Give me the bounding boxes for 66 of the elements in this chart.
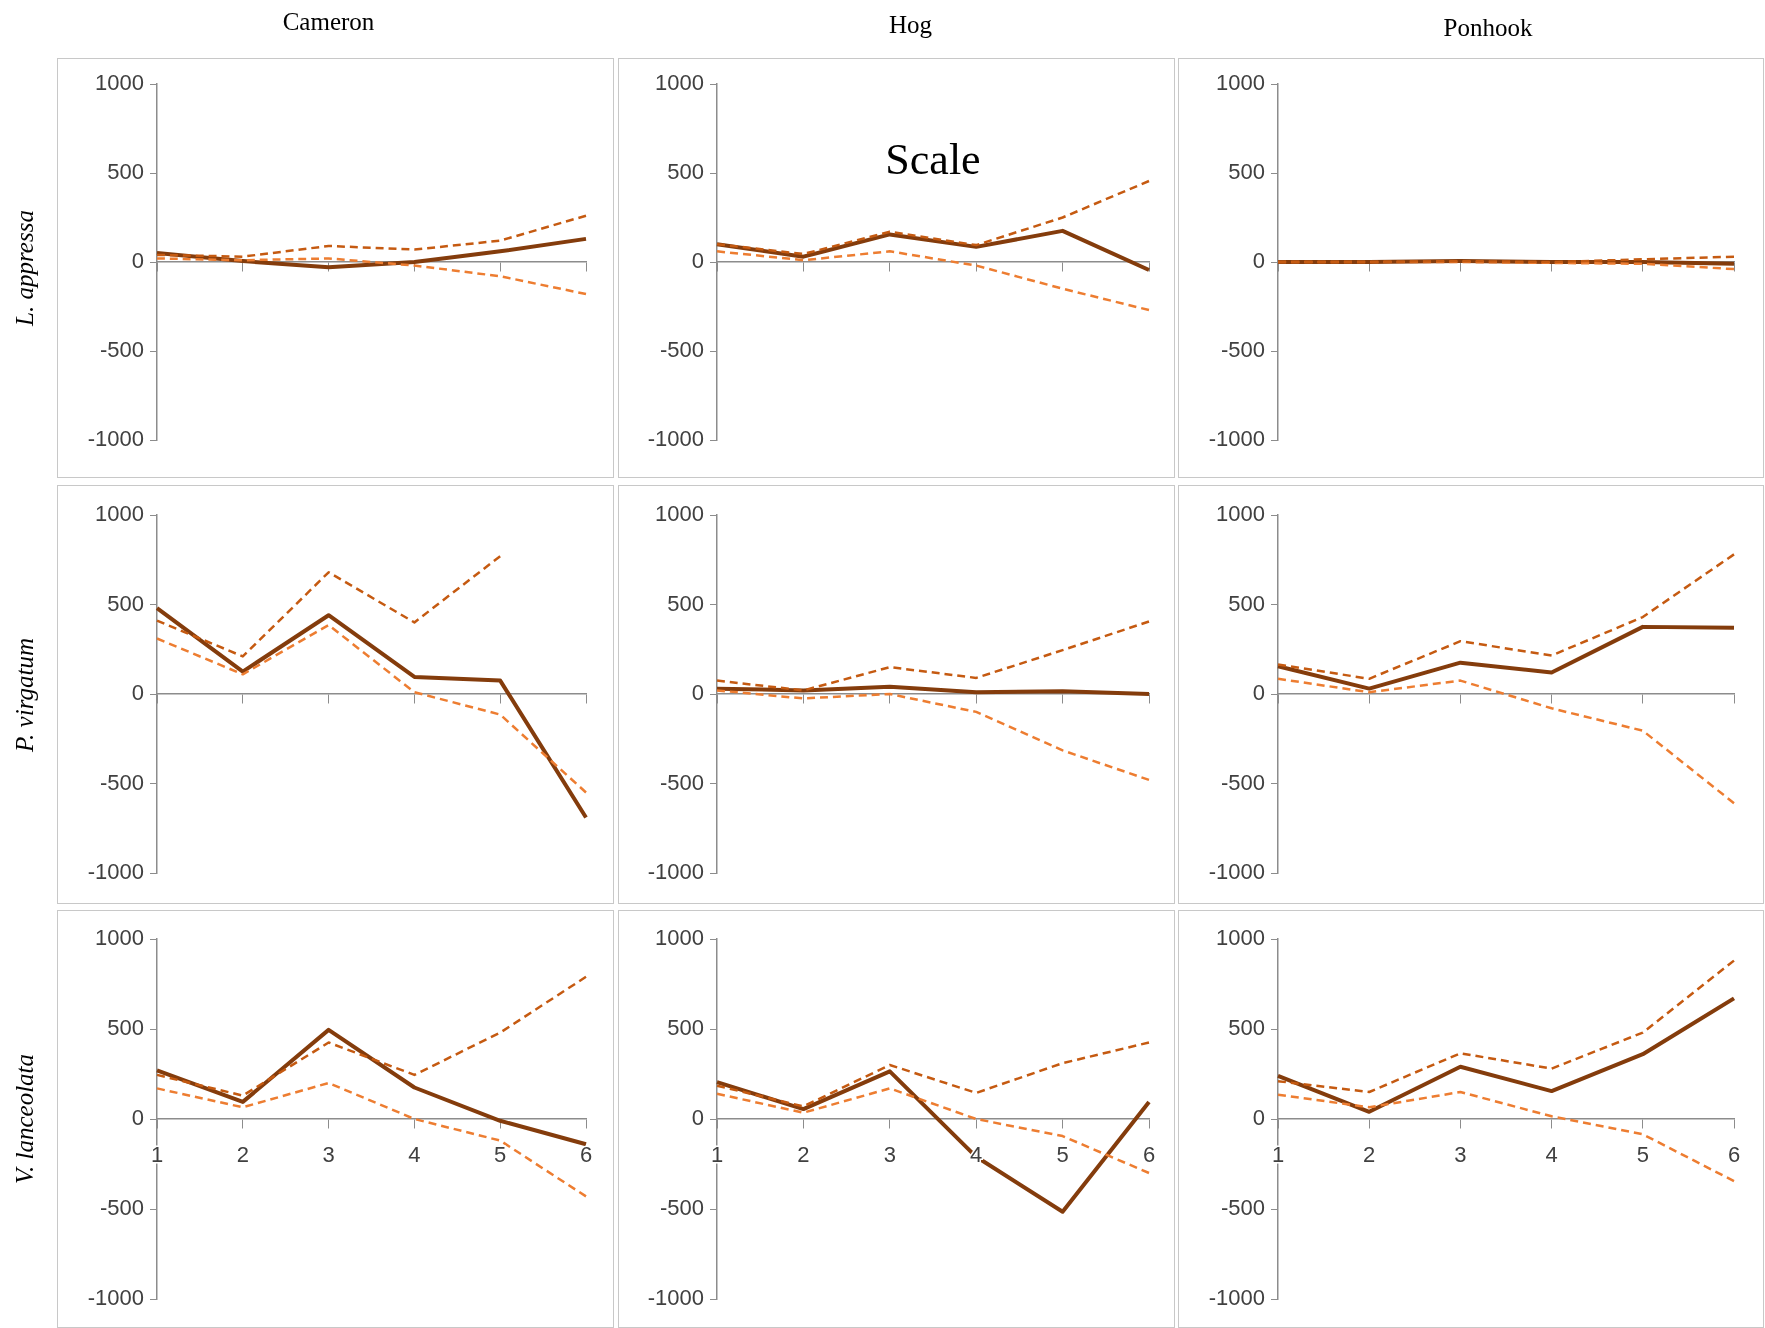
y-tick-label: 1000 [655, 501, 704, 527]
y-tick-label: -500 [659, 769, 704, 795]
y-tick-label: 1000 [95, 925, 144, 951]
y-tick-label: 1000 [655, 925, 704, 951]
y-tick-label: 500 [667, 590, 704, 616]
y-tick-label: 0 [691, 1105, 704, 1131]
y-tick-label: 0 [1252, 248, 1265, 274]
chart-title: Hog [888, 10, 933, 40]
x-tick-label: 4 [408, 1142, 421, 1168]
y-tick-label: -500 [659, 337, 704, 363]
y-tick-label: 0 [691, 680, 704, 706]
y-tick-label: -500 [1220, 1195, 1265, 1221]
y-tick-label: -500 [659, 1195, 704, 1221]
y-tick-label: 0 [1252, 680, 1265, 706]
y-tick-label: -1000 [1208, 426, 1265, 452]
x-tick-label: 6 [579, 1142, 593, 1168]
x-tick-label: 5 [1636, 1142, 1649, 1168]
y-tick-label: 0 [691, 248, 704, 274]
y-tick-label: 500 [1228, 159, 1265, 185]
x-tick-label: 2 [797, 1142, 810, 1168]
y-axis-title: V. lanceolata [10, 1053, 39, 1185]
annotation: Scale [885, 134, 981, 184]
x-tick-label: 3 [1454, 1142, 1467, 1168]
y-tick-label: 500 [107, 590, 144, 616]
y-tick-label: 1000 [1216, 501, 1265, 527]
y-tick-label: -1000 [1208, 1285, 1265, 1311]
y-tick-label: 1000 [1216, 925, 1265, 951]
y-tick-label: 1000 [1216, 70, 1265, 96]
y-axis-title: L. appressa [10, 210, 39, 326]
y-tick-label: -1000 [87, 426, 144, 452]
y-tick-label: -1000 [87, 859, 144, 885]
y-tick-label: -500 [99, 1195, 144, 1221]
y-tick-label: 500 [667, 1015, 704, 1041]
y-tick-label: 500 [107, 159, 144, 185]
y-tick-label: -500 [1220, 769, 1265, 795]
y-tick-label: 1000 [655, 70, 704, 96]
chart-title: Cameron [282, 7, 375, 37]
x-tick-label: 5 [1056, 1142, 1069, 1168]
y-tick-label: 0 [131, 248, 144, 274]
y-tick-label: 1000 [95, 70, 144, 96]
y-tick-label: 0 [131, 1105, 144, 1131]
y-tick-label: 0 [131, 680, 144, 706]
x-tick-label: 2 [236, 1142, 249, 1168]
y-tick-label: -1000 [1208, 859, 1265, 885]
y-tick-label: 500 [667, 159, 704, 185]
y-tick-label: -1000 [647, 1285, 704, 1311]
y-axis-title: P. virgatum [10, 637, 39, 752]
y-tick-label: -500 [99, 769, 144, 795]
y-tick-label: -1000 [647, 426, 704, 452]
x-tick-label: 3 [883, 1142, 896, 1168]
x-tick-label: 6 [1142, 1142, 1156, 1168]
chart-title: Ponhook [1443, 13, 1533, 43]
x-tick-label: 4 [1545, 1142, 1558, 1168]
y-tick-label: 1000 [95, 501, 144, 527]
y-tick-label: -1000 [87, 1285, 144, 1311]
x-tick-label: 2 [1363, 1142, 1376, 1168]
y-tick-label: 500 [1228, 590, 1265, 616]
x-tick-label: 5 [494, 1142, 507, 1168]
x-tick-label: 3 [322, 1142, 335, 1168]
x-tick-label: 6 [1727, 1142, 1741, 1168]
y-tick-label: -1000 [647, 859, 704, 885]
y-tick-label: 0 [1252, 1105, 1265, 1131]
y-tick-label: -500 [99, 337, 144, 363]
y-tick-label: -500 [1220, 337, 1265, 363]
y-tick-label: 500 [1228, 1015, 1265, 1041]
y-tick-label: 500 [107, 1015, 144, 1041]
